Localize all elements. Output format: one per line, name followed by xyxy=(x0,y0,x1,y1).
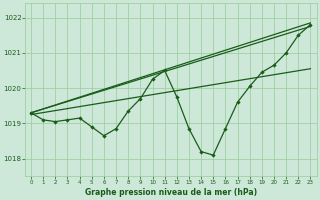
X-axis label: Graphe pression niveau de la mer (hPa): Graphe pression niveau de la mer (hPa) xyxy=(85,188,257,197)
